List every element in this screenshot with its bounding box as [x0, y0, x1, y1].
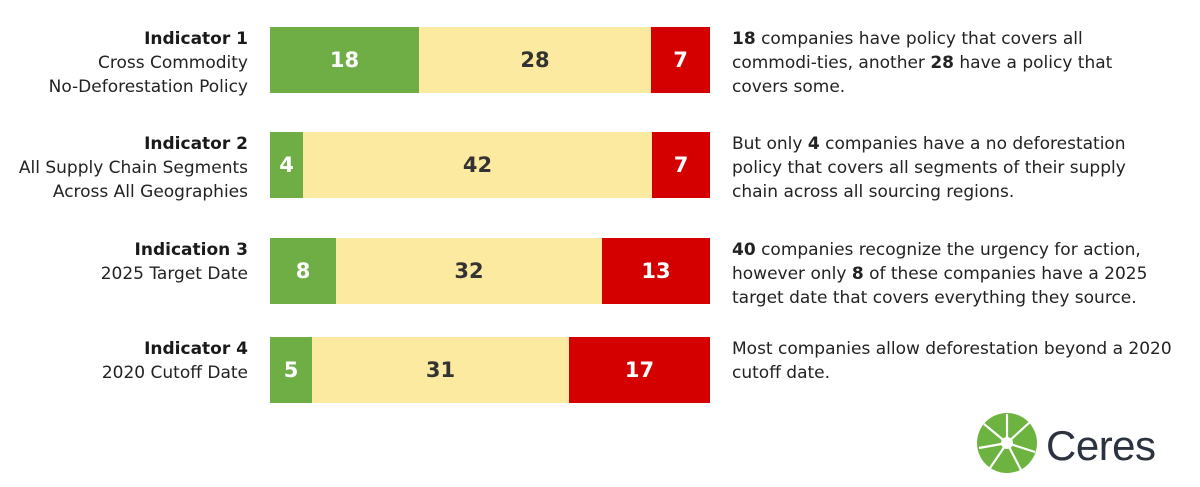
indicator-title: Indicator 4: [144, 339, 248, 359]
stacked-bar: 5 31 17: [270, 337, 710, 403]
bar-segment-green: 18: [270, 27, 419, 93]
indicator-row: Indicator 4 2020 Cutoff Date 5 31 17 Most com…: [0, 337, 1200, 403]
indicator-row: Indicator 1 Cross Commodity No-Deforestati…: [0, 27, 1200, 97]
indicator-label: Indicator 4 2020 Cutoff Date: [0, 337, 248, 385]
bar-value-label: 32: [454, 259, 484, 283]
bar-segment-yellow: 32: [336, 238, 602, 304]
stacked-bar: 4 42 7: [270, 132, 710, 198]
indicator-row: Indication 3 2025 Target Date 8 32 13 40 comp…: [0, 238, 1200, 308]
bar-segment-green: 8: [270, 238, 336, 304]
indicator-subtitle: 2025 Target Date: [100, 264, 248, 284]
indicator-note: But only 4 companies have a no deforesta…: [732, 134, 1126, 202]
bar-segment-red: 17: [569, 337, 710, 403]
bar-segment-green: 4: [270, 132, 303, 198]
bar-segment-red: 13: [602, 238, 710, 304]
indicator-label: Indicator 1 Cross Commodity No-Deforestati…: [0, 27, 248, 99]
bar-value-label: 8: [295, 259, 311, 283]
ceres-logo: Ceres: [976, 410, 1166, 476]
bar-value-label: 7: [673, 153, 689, 177]
bar-value-label: 4: [279, 153, 294, 177]
bar-segment-green: 5: [270, 337, 312, 403]
stacked-bar: 8 32 13: [270, 238, 710, 304]
indicator-label: Indication 3 2025 Target Date: [0, 238, 248, 286]
indicator-note: Most companies allow deforestation beyon…: [732, 339, 1172, 383]
bar-segment-red: 7: [651, 27, 710, 93]
stacked-bar: 18 28 7: [270, 27, 710, 93]
bar-value-label: 28: [520, 48, 550, 72]
indicator-subtitle: 2020 Cutoff Date: [101, 363, 248, 383]
bar-segment-yellow: 31: [312, 337, 569, 403]
indicator-subtitle: Across All Geographies: [52, 182, 248, 202]
bar-segment-red: 7: [652, 132, 710, 198]
bar-value-label: 13: [641, 259, 671, 283]
indicator-note: 40 companies recognize the urgency for a…: [732, 240, 1148, 308]
indicator-title: Indication 3: [134, 240, 248, 260]
indicator-title: Indicator 1: [144, 29, 248, 49]
indicator-subtitle: All Supply Chain Segments: [18, 158, 248, 178]
ceres-leaf-icon: [977, 413, 1037, 473]
logo-wordmark: Ceres: [1046, 422, 1156, 469]
bar-value-label: 5: [283, 358, 299, 382]
indicator-subtitle: No-Deforestation Policy: [48, 77, 248, 97]
bar-value-label: 7: [673, 48, 688, 72]
indicator-note: 18 companies have policy that covers all…: [732, 29, 1113, 97]
bar-value-label: 17: [624, 358, 655, 382]
bar-value-label: 18: [329, 48, 360, 72]
bar-value-label: 31: [425, 358, 456, 382]
indicator-label: Indicator 2 All Supply Chain Segments Acro…: [0, 132, 248, 204]
indicator-subtitle: Cross Commodity: [97, 53, 248, 73]
bar-value-label: 42: [462, 153, 493, 177]
indicator-title: Indicator 2: [144, 134, 248, 154]
indicator-row: Indicator 2 All Supply Chain Segments Acro…: [0, 132, 1200, 202]
bar-segment-yellow: 42: [303, 132, 652, 198]
bar-segment-yellow: 28: [419, 27, 651, 93]
